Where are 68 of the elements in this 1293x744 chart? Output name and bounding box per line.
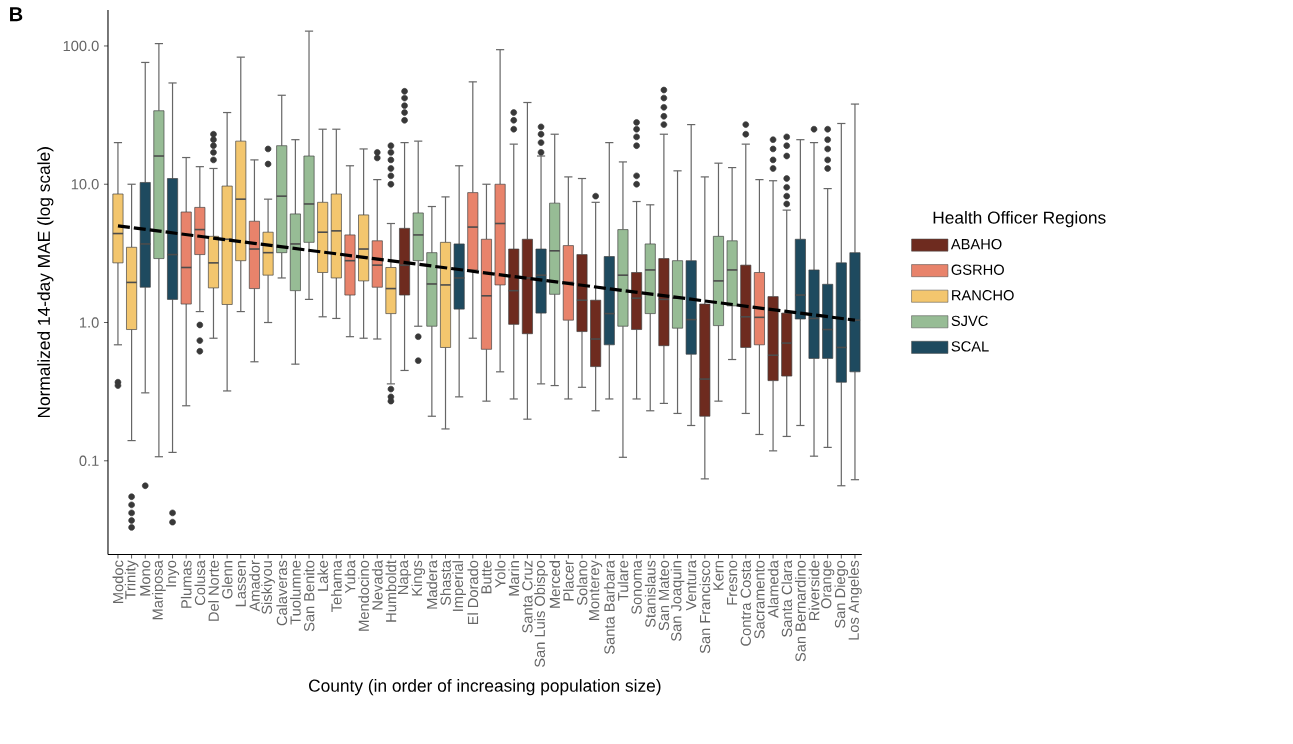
x-tick-label: Monterey	[589, 560, 603, 621]
x-tick-label: Lassen	[235, 561, 246, 607]
x-tick-label: Butte	[481, 560, 492, 594]
x-tick-label: Los Angeles	[848, 560, 862, 640]
legend-label: RANCHO	[952, 290, 1014, 301]
x-tick-label: Calaveras	[276, 560, 288, 626]
y-axis-title: Normalized 14-day MAE (log scale)	[37, 147, 54, 418]
x-tick-label: Lake	[317, 560, 329, 591]
x-tick-label: San Mateo	[658, 560, 670, 631]
x-tick-label: Stanislaus	[644, 560, 656, 628]
chart-title: B	[10, 7, 23, 22]
y-tick-label: 1.0	[80, 317, 99, 328]
x-tick-label: Del Norte	[208, 560, 219, 621]
legend-label: ABAHO	[950, 239, 1002, 250]
x-tick-label: Madera	[426, 560, 438, 609]
x-tick-label: Tuolumne	[290, 560, 301, 625]
x-tick-label: Colusa	[194, 560, 206, 606]
x-tick-label: Kings	[411, 560, 426, 596]
x-tick-label: Shasta	[440, 560, 451, 606]
x-tick-label: Nevada	[371, 560, 383, 610]
x-tick-label: El Dorado	[467, 560, 479, 625]
x-tick-label: Yuba	[344, 560, 356, 594]
legend-label: GSRHO	[951, 264, 1004, 275]
x-tick-label: Siskiyou	[261, 561, 275, 615]
x-tick-label: Modoc	[112, 560, 124, 603]
x-tick-label: Napa	[398, 560, 412, 595]
y-tick-label: 100.0	[63, 40, 99, 52]
x-tick-label: San Luis Obispo	[534, 560, 548, 668]
x-tick-label: San Joaquin	[670, 561, 685, 642]
x-tick-label: San Benito	[303, 560, 315, 632]
x-tick-label: Sonoma	[631, 560, 642, 615]
x-tick-label: Santa Cruz	[522, 560, 533, 633]
x-tick-label: San Diego	[834, 560, 849, 629]
x-tick-label: Sacramento	[754, 560, 765, 639]
x-tick-label: Kern	[713, 561, 724, 590]
x-tick-label: Santa Clara	[781, 560, 793, 637]
x-tick-label: Mariposa	[152, 560, 166, 620]
x-tick-label: Merced	[549, 561, 561, 608]
x-tick-label: Yolo	[494, 560, 506, 588]
x-tick-label: Ventura	[686, 560, 697, 611]
x-tick-label: San Bernardino	[794, 560, 806, 662]
x-tick-label: Mono	[140, 560, 151, 596]
x-tick-label: Tehama	[330, 560, 342, 613]
x-tick-label: Inyo	[165, 560, 180, 587]
x-tick-label: Riverside	[808, 560, 820, 621]
x-tick-label: Solano	[576, 560, 588, 606]
legend-label: SCAL	[951, 341, 989, 352]
x-tick-label: San Francisco	[699, 560, 711, 654]
x-tick-label: Santa Barbara	[603, 560, 615, 655]
x-tick-label: Contra Costa	[740, 560, 751, 646]
x-tick-label: Fresno	[727, 560, 738, 605]
x-tick-label: Imperial	[452, 561, 466, 611]
x-tick-label: Trinity	[124, 560, 139, 600]
x-tick-label: Orange	[821, 560, 835, 609]
x-tick-label: Tulare	[617, 560, 629, 601]
x-tick-label: Marin	[508, 561, 520, 596]
x-axis-title: County (in order of increasing population size)	[309, 679, 661, 696]
x-tick-label: Mendocino	[358, 560, 370, 631]
x-tick-label: Alameda	[767, 560, 779, 619]
y-tick-label: 10.0	[71, 179, 99, 190]
x-tick-label: Humboldt	[385, 560, 397, 622]
x-tick-label: Plumas	[180, 560, 192, 608]
y-tick-label: 0.1	[79, 455, 99, 467]
x-tick-label: Placer	[562, 560, 574, 601]
legend-title: Health Officer Regions	[933, 211, 1106, 228]
legend-label: SJVC	[951, 315, 988, 327]
x-tick-label: Glenn	[221, 561, 233, 599]
x-tick-label: Amador	[249, 560, 260, 612]
